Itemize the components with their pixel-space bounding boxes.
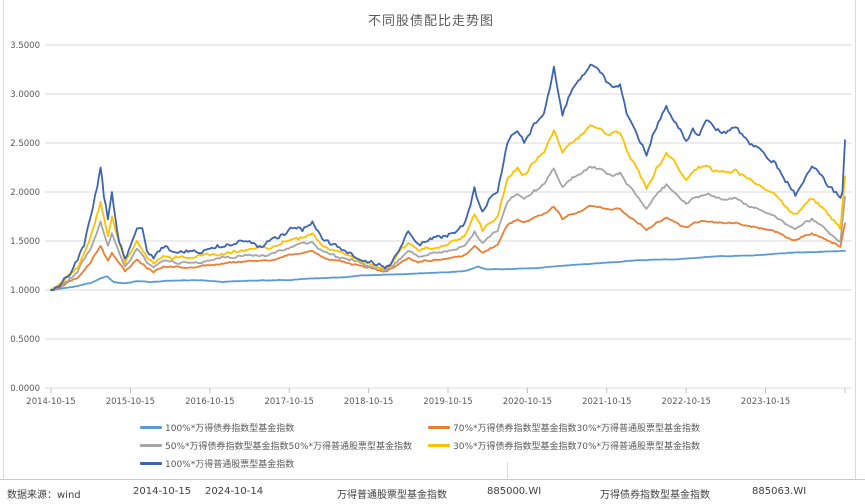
legend-line-marker — [428, 443, 450, 447]
index2-code-cell: 885063.WI — [752, 486, 807, 497]
legend-label: 30%*万得债券指数型基金指数70%*万得普通股票型基金指数 — [453, 441, 701, 452]
legend-label: 50%*万得债券指数型基金指数50%*万得普通股票型基金指数 — [165, 441, 413, 452]
y-tick-label: 1.5000 — [10, 237, 40, 247]
x-tick-label: 2015-10-15 — [106, 397, 155, 407]
legend-line-marker — [428, 425, 450, 429]
series-line — [50, 165, 846, 291]
x-tick-label: 2020-10-15 — [503, 397, 552, 407]
legend-line-marker — [140, 443, 162, 447]
x-tick-label: 2014-10-15 — [26, 397, 75, 407]
legend-line-marker — [140, 425, 162, 429]
series-line — [50, 124, 846, 291]
chart-title: 不同股债配比走势图 — [367, 14, 494, 29]
x-tick-label: 2018-10-15 — [344, 397, 393, 407]
y-tick-label: 3.0000 — [10, 90, 40, 100]
data-source-label: 数据来源：wind — [7, 490, 81, 501]
y-tick-label: 2.0000 — [10, 188, 40, 198]
index1-code-cell: 885000.WI — [487, 486, 542, 497]
series-line — [50, 63, 846, 292]
index2-name-cell: 万得债券指数型基金指数 — [600, 490, 710, 501]
start-date-cell: 2014-10-15 — [133, 486, 192, 497]
series-line — [50, 204, 846, 291]
y-tick-label: 1.0000 — [10, 286, 40, 296]
legend-item: 70%*万得债券指数型基金指数30%*万得普通股票型基金指数 — [428, 421, 701, 434]
legend-item: 50%*万得债券指数型基金指数50%*万得普通股票型基金指数 — [140, 439, 413, 452]
sheet-column-border-right — [855, 0, 856, 479]
chart-legend: 100%*万得债券指数型基金指数 70%*万得债券指数型基金指数30%*万得普通股… — [0, 0, 865, 470]
x-tick-label: 2023-10-15 — [741, 397, 790, 407]
x-tick-label: 2017-10-15 — [264, 397, 313, 407]
series-line — [50, 249, 846, 291]
index1-name-cell: 万得普通股票型基金指数 — [337, 490, 447, 501]
legend-label: 100%*万得普通股票型基金指数 — [165, 459, 295, 470]
end-date-cell: 2024-10-14 — [205, 486, 264, 497]
x-tick-label: 2022-10-15 — [661, 397, 710, 407]
x-tick-label: 2016-10-15 — [185, 397, 234, 407]
y-tick-label: 3.5000 — [10, 41, 40, 51]
sheet-column-border-left — [3, 0, 4, 479]
x-tick-label: 2019-10-15 — [423, 397, 472, 407]
legend-item: 100%*万得债券指数型基金指数 — [140, 421, 295, 434]
x-tick-label: 2021-10-15 — [582, 397, 631, 407]
status-bar: 数据来源：wind 2014-10-15 2024-10-14 万得普通股票型基… — [0, 479, 865, 504]
legend-label: 70%*万得债券指数型基金指数30%*万得普通股票型基金指数 — [453, 423, 701, 434]
legend-label: 100%*万得债券指数型基金指数 — [165, 423, 295, 434]
y-tick-label: 0.5000 — [10, 335, 40, 345]
legend-item: 30%*万得债券指数型基金指数70%*万得普通股票型基金指数 — [428, 439, 701, 452]
sheet-column-border-mid — [507, 462, 508, 479]
y-tick-label: 0.0000 — [10, 384, 40, 394]
legend-item: 100%*万得普通股票型基金指数 — [140, 457, 295, 470]
y-tick-label: 2.5000 — [10, 139, 40, 149]
legend-line-marker — [140, 461, 162, 465]
